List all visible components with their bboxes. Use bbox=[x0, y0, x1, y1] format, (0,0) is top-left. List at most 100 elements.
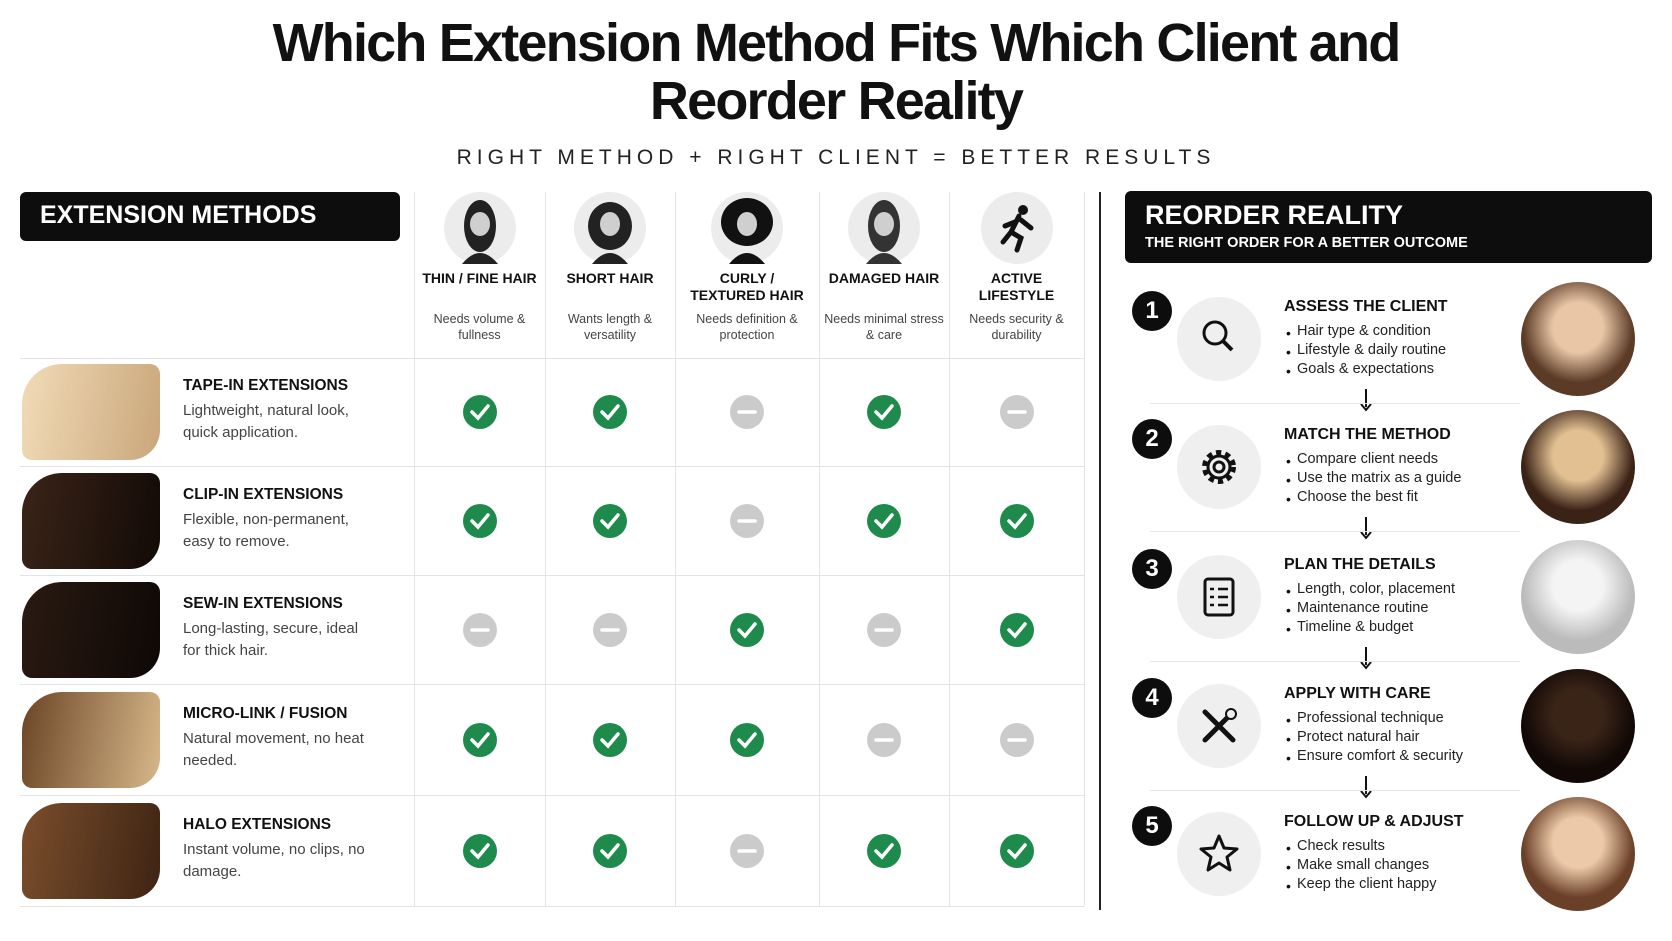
step-title: APPLY WITH CARE bbox=[1284, 685, 1431, 702]
fit-check bbox=[729, 612, 765, 648]
step-number: 1 bbox=[1132, 291, 1172, 331]
step-bullet: Maintenance routine bbox=[1297, 600, 1429, 616]
step-separator bbox=[1150, 661, 1520, 662]
bullet-dot: • bbox=[1286, 325, 1291, 341]
fit-check bbox=[462, 722, 498, 758]
column-note: Needs security & durability bbox=[969, 312, 1064, 342]
fit-check bbox=[866, 394, 902, 430]
step-bullet: Make small changes bbox=[1297, 857, 1430, 873]
bullet-dot: • bbox=[1286, 583, 1291, 599]
fit-check bbox=[999, 503, 1035, 539]
subtitle: RIGHT METHOD + RIGHT CLIENT = BETTER RES… bbox=[456, 146, 1216, 169]
step-bullet: Choose the best fit bbox=[1297, 489, 1418, 505]
method-image bbox=[22, 691, 160, 788]
title: Which Extension Method Fits Which Client… bbox=[272, 13, 1402, 131]
step-title: MATCH THE METHOD bbox=[1284, 426, 1451, 443]
fit-check bbox=[592, 394, 628, 430]
row-line bbox=[20, 466, 1084, 467]
fit-check bbox=[462, 503, 498, 539]
column-icon bbox=[848, 192, 920, 264]
bullet-dot: • bbox=[1286, 363, 1291, 379]
fit-none bbox=[592, 612, 628, 648]
fit-none bbox=[866, 612, 902, 648]
fit-check bbox=[729, 722, 765, 758]
method-description: Flexible, non-permanent, easy to remove. bbox=[183, 510, 349, 550]
step-bullet: Check results bbox=[1297, 838, 1385, 854]
step-icon bbox=[1177, 555, 1261, 639]
column-label: CURLY / TEXTURED HAIR bbox=[690, 270, 804, 303]
row-line bbox=[20, 575, 1084, 576]
step-icon bbox=[1177, 297, 1261, 381]
bullet-dot: • bbox=[1286, 859, 1291, 875]
row-line bbox=[20, 358, 1084, 359]
column-label: SHORT HAIR bbox=[566, 270, 654, 286]
bullet-dot: • bbox=[1286, 878, 1291, 894]
matrix-heading-box: EXTENSION METHODS bbox=[20, 192, 400, 241]
fit-none bbox=[999, 394, 1035, 430]
bullet-dot: • bbox=[1286, 712, 1291, 728]
step-bullet: Length, color, placement bbox=[1297, 581, 1455, 597]
step-bullet: Professional technique bbox=[1297, 710, 1444, 726]
column-line bbox=[1084, 192, 1085, 906]
column-note: Needs volume & fullness bbox=[433, 312, 526, 342]
bullet-dot: • bbox=[1286, 602, 1291, 618]
method-name: SEW-IN EXTENSIONS bbox=[183, 594, 343, 612]
method-image bbox=[22, 364, 160, 460]
step-number: 5 bbox=[1132, 806, 1172, 846]
reorder-heading: REORDER REALITY bbox=[1145, 200, 1404, 230]
fit-check bbox=[866, 503, 902, 539]
step-bullet: Compare client needs bbox=[1297, 451, 1439, 467]
fit-check bbox=[592, 722, 628, 758]
column-label: THIN / FINE HAIR bbox=[422, 270, 537, 286]
step-icon bbox=[1177, 425, 1261, 509]
column-icon bbox=[711, 192, 783, 264]
column-icon bbox=[574, 192, 646, 264]
step-photo bbox=[1521, 540, 1635, 654]
method-name: TAPE-IN EXTENSIONS bbox=[183, 377, 349, 394]
row-line bbox=[20, 906, 1084, 907]
step-bullet: Protect natural hair bbox=[1297, 729, 1420, 745]
fit-none bbox=[729, 833, 765, 869]
step-separator bbox=[1150, 403, 1520, 404]
method-description: Natural movement, no heat needed. bbox=[183, 729, 364, 769]
bullet-dot: • bbox=[1286, 472, 1291, 488]
step-arrowhead bbox=[1360, 786, 1372, 799]
column-icon bbox=[443, 192, 516, 264]
row-line bbox=[20, 795, 1084, 796]
fit-check bbox=[999, 833, 1035, 869]
column-line bbox=[545, 192, 546, 906]
column-label: DAMAGED HAIR bbox=[828, 270, 940, 286]
row-line bbox=[20, 684, 1084, 685]
step-separator bbox=[1150, 790, 1520, 791]
column-line bbox=[414, 192, 415, 906]
method-description: Instant volume, no clips, no damage. bbox=[183, 840, 365, 880]
column-note: Needs minimal stress & care bbox=[824, 312, 944, 342]
bullet-dot: • bbox=[1286, 840, 1291, 856]
step-photo bbox=[1521, 282, 1635, 396]
step-arrow bbox=[1365, 389, 1367, 407]
method-name: CLIP-IN EXTENSIONS bbox=[183, 485, 344, 503]
step-bullet: Lifestyle & daily routine bbox=[1297, 342, 1447, 358]
step-arrowhead bbox=[1360, 657, 1372, 670]
step-photo bbox=[1521, 797, 1635, 911]
divider bbox=[1099, 192, 1101, 910]
fit-none bbox=[866, 722, 902, 758]
method-name: MICRO-LINK / FUSION bbox=[183, 704, 348, 722]
method-name: HALO EXTENSIONS bbox=[183, 815, 332, 833]
bullet-dot: • bbox=[1286, 453, 1291, 469]
column-note: Needs definition & protection bbox=[696, 312, 798, 342]
column-line bbox=[675, 192, 676, 906]
fit-none bbox=[999, 722, 1035, 758]
step-bullet: Hair type & condition bbox=[1297, 323, 1431, 339]
column-label: ACTIVE LIFESTYLE bbox=[978, 270, 1055, 303]
fit-check bbox=[592, 833, 628, 869]
method-description: Long-lasting, secure, ideal for thick ha… bbox=[183, 619, 359, 659]
step-bullet: Ensure comfort & security bbox=[1297, 748, 1463, 764]
column-line bbox=[949, 192, 950, 906]
fit-check bbox=[462, 833, 498, 869]
step-bullet: Keep the client happy bbox=[1297, 876, 1437, 892]
step-arrow bbox=[1365, 647, 1367, 665]
fit-none bbox=[729, 503, 765, 539]
method-image bbox=[22, 472, 160, 569]
